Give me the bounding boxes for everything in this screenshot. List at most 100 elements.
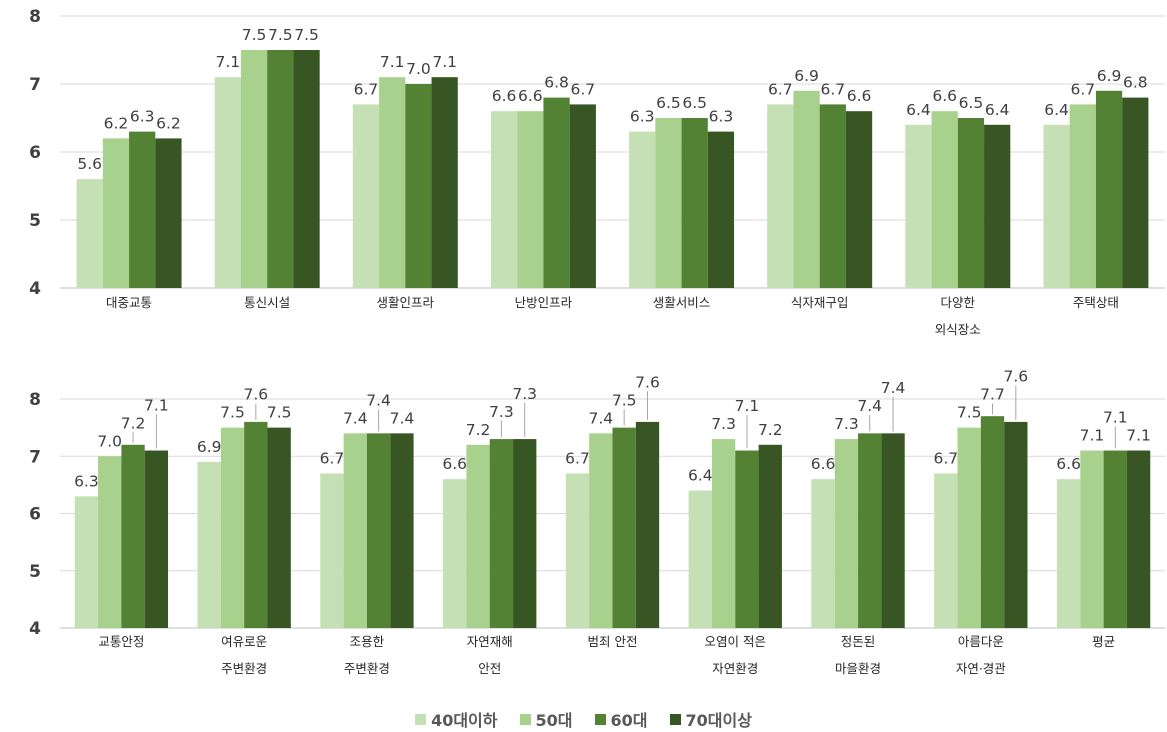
data-label: 7.2 (121, 414, 146, 432)
bar (352, 104, 380, 289)
bar (240, 50, 268, 288)
bar (543, 97, 570, 288)
legend-swatch (519, 713, 531, 725)
data-label: 6.6 (442, 455, 467, 473)
bar (244, 421, 268, 628)
y-tick-label: 8 (29, 390, 41, 410)
bar (565, 473, 590, 628)
bar (320, 473, 344, 628)
data-label: 6.6 (847, 87, 872, 105)
data-label: 6.4 (985, 101, 1010, 119)
y-tick-label: 6 (29, 505, 41, 525)
data-label: 7.1 (144, 396, 169, 414)
bar (121, 444, 145, 628)
bar (155, 138, 182, 288)
data-label: 7.1 (380, 53, 405, 71)
data-label: 6.4 (1044, 101, 1069, 119)
bar (881, 433, 905, 628)
data-label: 6.6 (492, 87, 517, 105)
y-tick-label: 5 (29, 562, 41, 582)
bar (957, 118, 985, 288)
legend-item-70s-and-over: 70대이상 (669, 707, 752, 731)
chart-canvas: 4 5 6 7 8 대중교통 통신시설 생활인프라 난방인프라 생활서비스 식자재구입 다양한외식장소… (29, 7, 1165, 676)
bar (612, 427, 636, 628)
category-label: 여유로운 (221, 634, 267, 649)
data-label: 7.1 (1126, 427, 1151, 445)
data-label: 7.6 (244, 386, 269, 404)
category-label: 자연환경 (712, 661, 758, 676)
bar (1095, 90, 1123, 288)
bar (343, 433, 367, 628)
category-label: 안전 (478, 661, 501, 676)
bar (267, 50, 294, 288)
bar (1126, 450, 1151, 628)
data-label: 6.4 (906, 101, 931, 119)
bar (688, 490, 712, 628)
bar (517, 111, 544, 288)
category-label: 외식장소 (935, 322, 981, 337)
bar (811, 479, 835, 628)
data-label: 7.2 (466, 421, 491, 439)
bar (1080, 450, 1104, 628)
data-label: 7.5 (267, 404, 292, 422)
data-label: 7.5 (294, 26, 319, 44)
data-label: 7.2 (758, 421, 783, 439)
data-label: 6.7 (1070, 80, 1095, 98)
legend-item-40s-and-under: 40대이하 (415, 707, 498, 731)
data-label: 6.8 (544, 74, 569, 92)
data-label: 6.6 (518, 87, 543, 105)
bar (980, 416, 1005, 628)
legend-item-60s: 60대 (594, 707, 648, 731)
data-label: 6.7 (570, 80, 595, 98)
data-label: 7.3 (711, 415, 736, 433)
bar (793, 90, 820, 288)
data-label: 7.5 (242, 26, 267, 44)
data-label: 7.0 (97, 432, 122, 450)
data-label: 7.4 (857, 397, 882, 415)
bar (905, 124, 932, 288)
legend-item-50s: 50대 (519, 707, 573, 731)
bar (655, 118, 682, 288)
category-label: 교통안정 (98, 634, 144, 649)
bar (366, 433, 391, 628)
bar (629, 131, 656, 288)
category-label: 다양한 (941, 295, 976, 310)
bar (98, 456, 122, 628)
data-label: 7.1 (1103, 409, 1128, 427)
category-label: 자연재해 (467, 634, 513, 649)
bar (635, 421, 660, 628)
data-label: 7.1 (1080, 427, 1105, 445)
data-label: 7.3 (834, 415, 859, 433)
bar (984, 124, 1011, 288)
data-label: 6.7 (820, 80, 845, 98)
data-label: 7.4 (366, 391, 391, 409)
bar (197, 461, 221, 628)
data-label: 7.1 (735, 397, 760, 415)
category-label: 대중교통 (106, 295, 152, 310)
data-label: 6.8 (1123, 74, 1148, 92)
bar (707, 131, 735, 288)
bar (1122, 97, 1149, 288)
data-label: 6.3 (709, 108, 734, 126)
data-label: 6.7 (934, 449, 959, 467)
category-label: 정돈된 (841, 634, 876, 649)
bar (931, 111, 958, 288)
data-label: 7.5 (220, 404, 245, 422)
data-label: 6.3 (130, 108, 155, 126)
legend-swatch (415, 713, 427, 725)
y-tick-label: 4 (29, 279, 41, 299)
bar (431, 77, 458, 288)
bar (767, 104, 794, 289)
category-label: 주택상태 (1073, 295, 1119, 310)
data-label: 6.6 (1056, 455, 1081, 473)
bar (390, 433, 414, 628)
y-tick-label: 8 (29, 7, 41, 27)
data-label: 7.5 (612, 391, 637, 409)
category-label: 주변환경 (344, 661, 390, 676)
data-label: 6.5 (959, 94, 984, 112)
bar (405, 84, 432, 288)
bar (443, 479, 467, 628)
data-label: 6.3 (74, 472, 99, 490)
data-label: 6.3 (630, 108, 655, 126)
bar (1069, 104, 1096, 289)
